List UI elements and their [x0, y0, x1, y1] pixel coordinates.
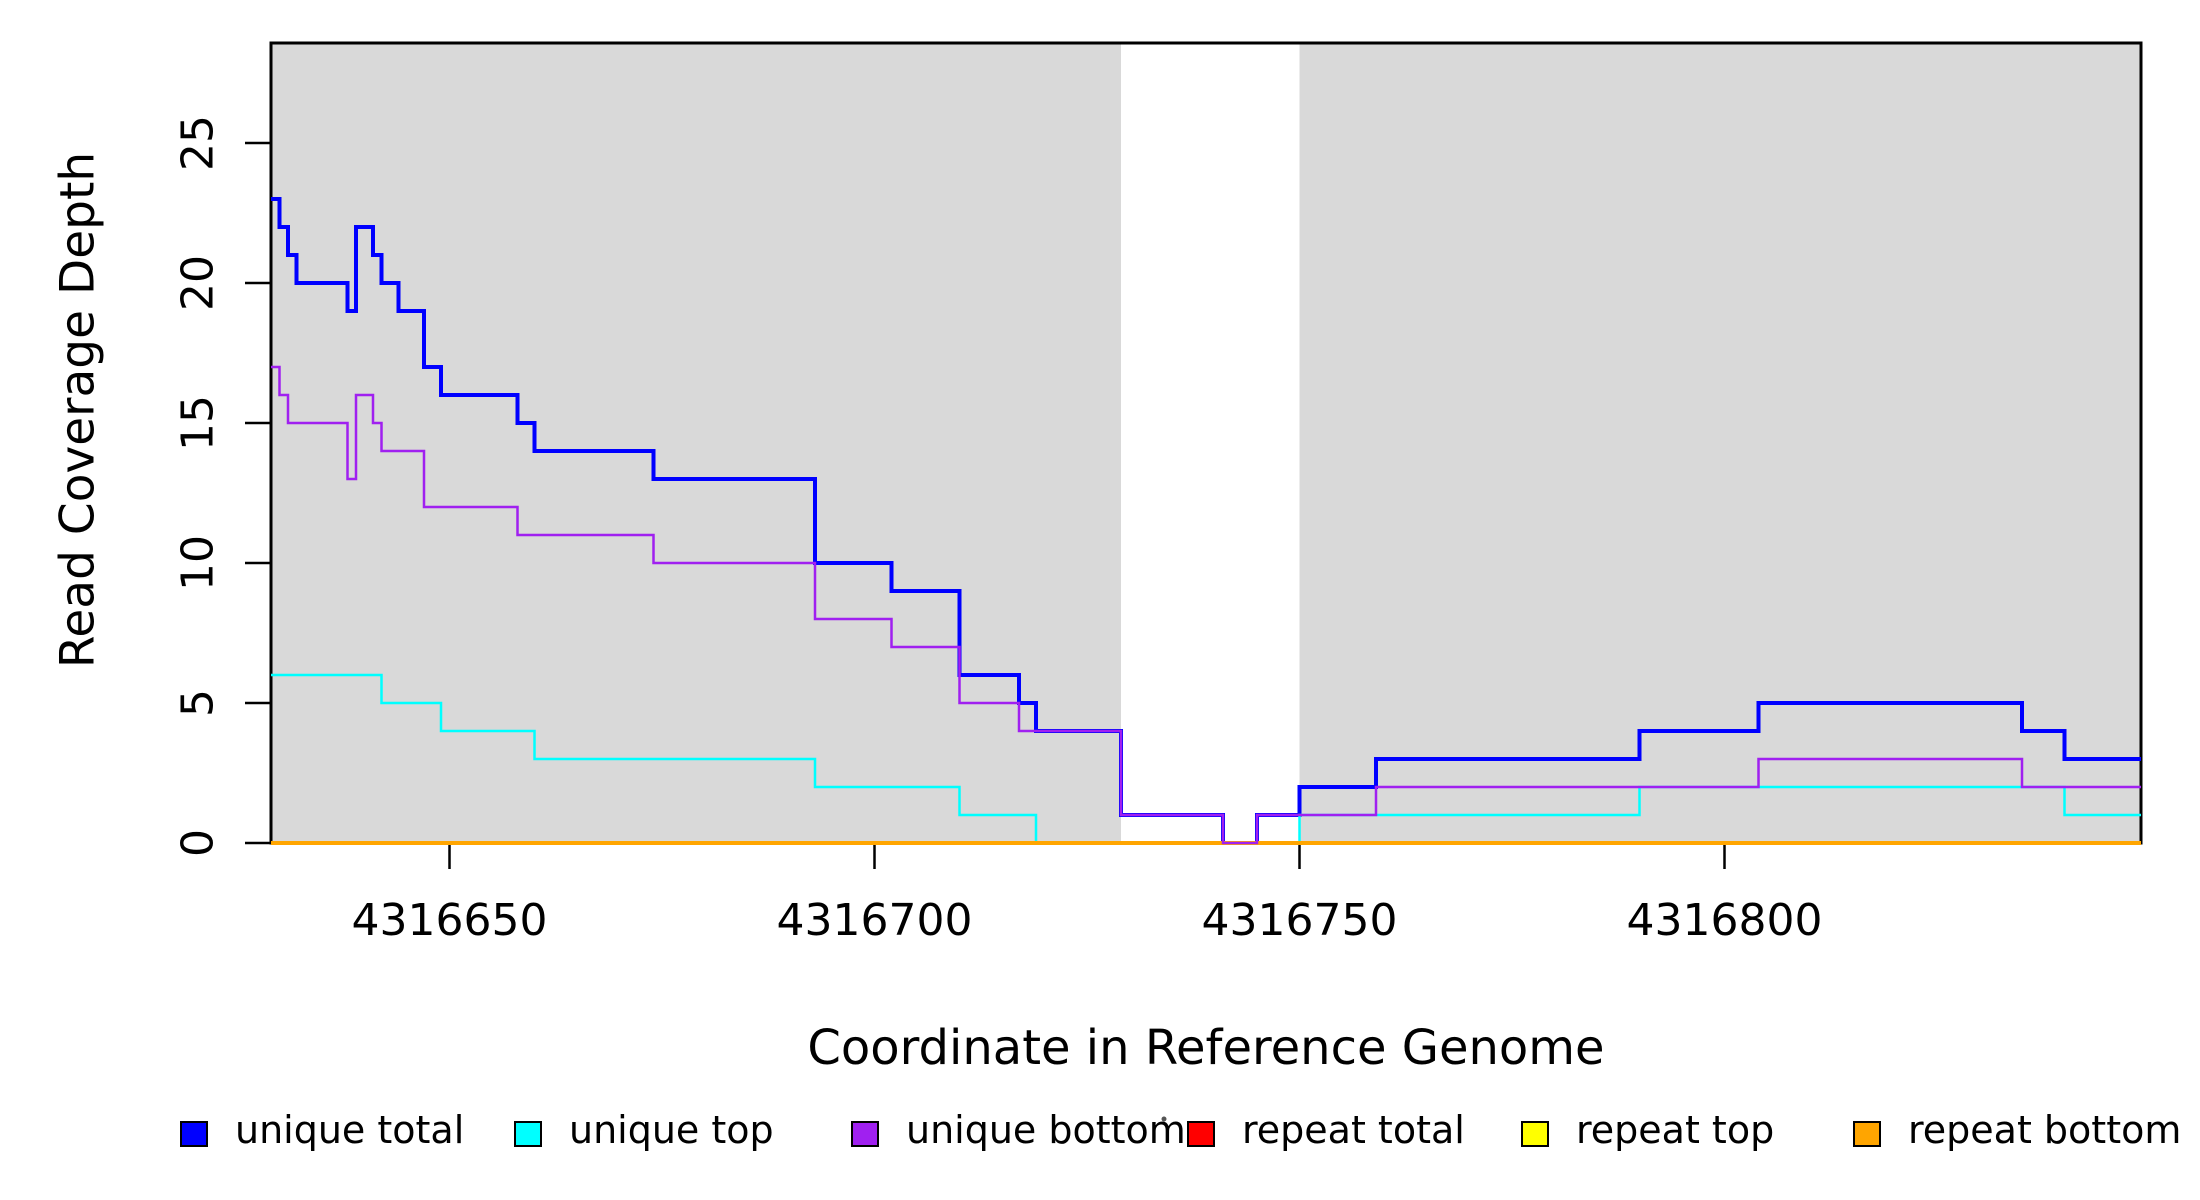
legend-label-repeat-total: repeat total — [1242, 1108, 1465, 1152]
legend-swatch-repeat-bottom — [1853, 1121, 1881, 1147]
y-tick-label: 5 — [173, 689, 224, 717]
y-tick-label: 0 — [173, 829, 224, 857]
y-tick-label: 25 — [173, 115, 224, 171]
y-axis-title: Read Coverage Depth — [50, 151, 106, 669]
series-unique-top — [271, 673, 2141, 845]
stray-dot — [1161, 1116, 1167, 1122]
series-unique-total — [271, 196, 2141, 845]
series-unique-bottom — [271, 365, 2141, 845]
legend-label-repeat-top: repeat top — [1576, 1108, 1774, 1152]
y-tick-label: 10 — [173, 535, 224, 591]
legend-label-repeat-bottom: repeat bottom — [1908, 1108, 2181, 1152]
x-tick-label: 4316650 — [352, 895, 548, 946]
x-tick-label: 4316750 — [1202, 895, 1398, 946]
shaded-region — [1299, 43, 2141, 843]
legend-swatch-unique-bottom — [851, 1121, 879, 1147]
shaded-region — [271, 43, 1121, 843]
legend-label-unique-top: unique top — [569, 1108, 774, 1152]
legend-swatch-unique-total — [180, 1121, 208, 1147]
legend-swatch-repeat-total — [1187, 1121, 1215, 1147]
x-tick-label: 4316800 — [1627, 895, 1823, 946]
legend-label-unique-bottom: unique bottom — [906, 1108, 1186, 1152]
x-axis-title: Coordinate in Reference Genome — [807, 1020, 1605, 1076]
legend-label-unique-total: unique total — [235, 1108, 464, 1152]
y-tick-label: 15 — [173, 395, 224, 451]
x-tick-label: 4316700 — [777, 895, 973, 946]
legend-swatch-repeat-top — [1521, 1121, 1549, 1147]
y-tick-label: 20 — [173, 255, 224, 311]
legend-swatch-unique-top — [514, 1121, 542, 1147]
